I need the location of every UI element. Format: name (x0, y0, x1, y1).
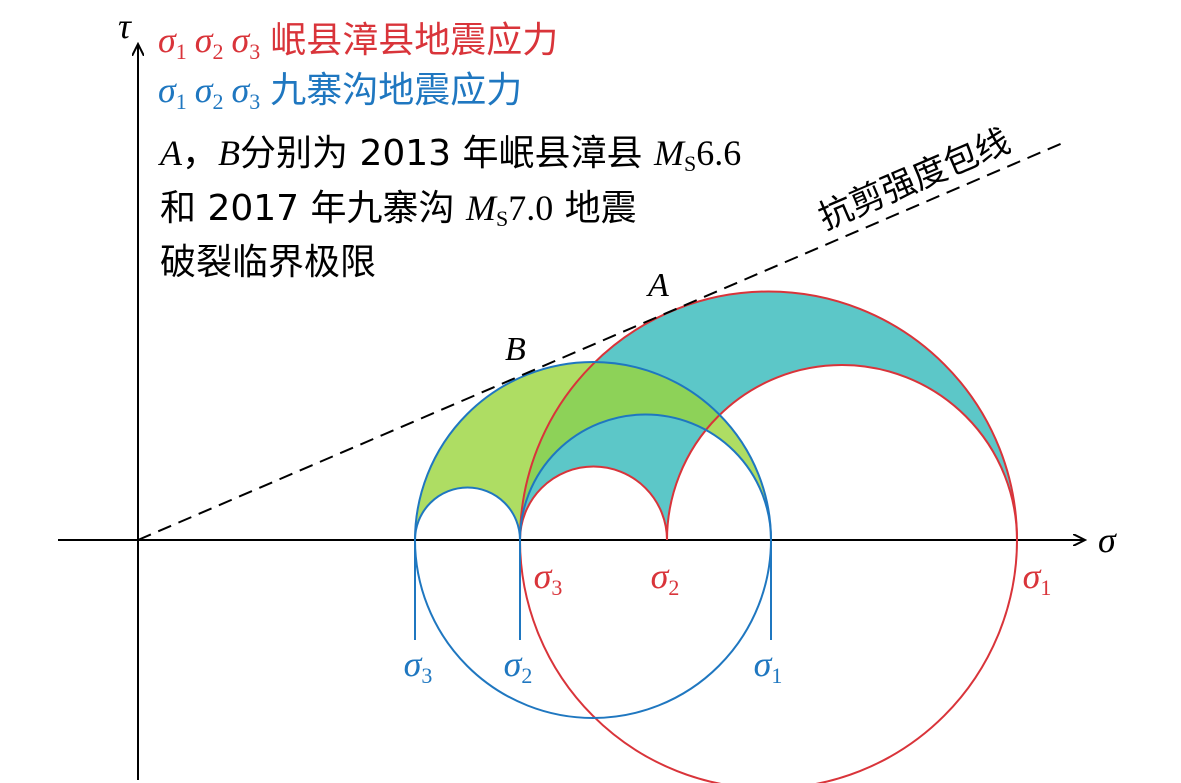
y-label: τ (118, 6, 132, 46)
subscript: 1 (771, 663, 782, 688)
envelope (137, 141, 1066, 541)
symbol: σ (158, 20, 177, 60)
legend-text: 九寨沟地震应力 (270, 70, 522, 111)
note: A，B分别为 2013 年岷县漳县 MS6.6 和 2017 年九寨沟 MS7.… (158, 133, 741, 283)
symbol: σ (232, 70, 251, 110)
legend-entry: σ1 σ2 σ3 岷县漳县地震应力 (158, 20, 558, 64)
blue-circles (414, 361, 772, 719)
blue-fill (415, 362, 771, 540)
subscript: 2 (521, 663, 532, 688)
envelope-label: 抗剪强度包线 (813, 121, 1016, 238)
symbol: σ (158, 70, 177, 110)
stress-label: σ2 (651, 556, 680, 600)
symbol: σ (754, 644, 773, 684)
x-label: σ (1098, 520, 1117, 560)
symbol: σ (195, 20, 214, 60)
symbol: σ (404, 644, 423, 684)
red-fill (520, 291, 1017, 540)
note-line: 破裂临界极限 (160, 242, 376, 283)
subscript: 2 (213, 39, 224, 64)
note-line: A，B分别为 2013 年岷县漳县 MS6.6 (158, 133, 741, 176)
symbol: σ (534, 556, 553, 596)
point-b: B (505, 331, 526, 368)
subscript: 2 (213, 89, 224, 114)
symbol: σ (504, 644, 523, 684)
subscript: 3 (421, 663, 432, 688)
subscript: 1 (176, 39, 187, 64)
symbol: σ (1023, 556, 1042, 596)
subscript: 2 (668, 575, 679, 600)
legend-text: 岷县漳县地震应力 (270, 20, 558, 61)
symbol: σ (195, 70, 214, 110)
stress-label: σ2 (504, 644, 533, 688)
stress-label: σ3 (404, 644, 433, 688)
stress-label: σ3 (534, 556, 563, 600)
subscript: 3 (249, 39, 260, 64)
subscript: 3 (249, 89, 260, 114)
legend-entry: σ1 σ2 σ3 九寨沟地震应力 (158, 70, 522, 114)
subscript: 3 (551, 575, 562, 600)
note-line: 和 2017 年九寨沟 MS7.0 地震 (160, 188, 637, 231)
symbol: σ (651, 556, 670, 596)
stress-label: σ1 (1023, 556, 1052, 600)
stress-label: σ1 (754, 644, 783, 688)
subscript: 1 (1040, 575, 1051, 600)
symbol: σ (232, 20, 251, 60)
subscript: 1 (176, 89, 187, 114)
point-a: A (646, 267, 669, 304)
